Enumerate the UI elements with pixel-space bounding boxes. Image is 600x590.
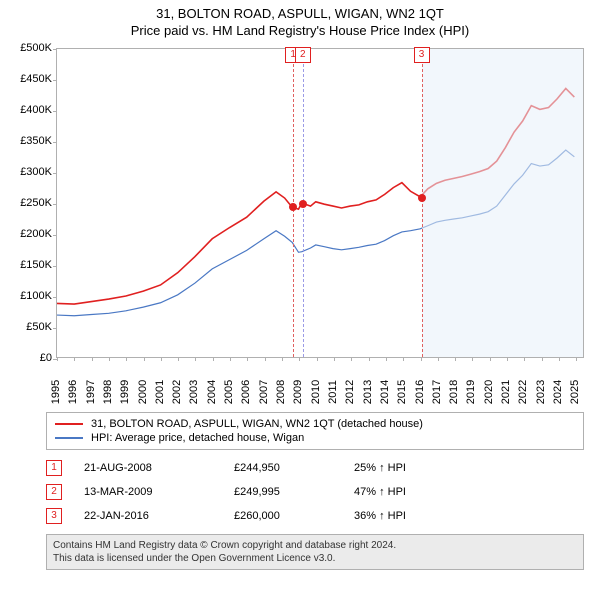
x-axis-label: 2017 <box>431 380 443 404</box>
y-axis-label: £450K <box>10 73 52 85</box>
x-axis-label: 2003 <box>188 380 200 404</box>
forecast-shade <box>422 49 583 357</box>
sale-index-box: 3 <box>46 508 62 524</box>
x-axis-label: 2022 <box>517 380 529 404</box>
x-axis-label: 1997 <box>85 380 97 404</box>
x-axis-label: 2019 <box>465 380 477 404</box>
x-axis-label: 1996 <box>67 380 79 404</box>
y-axis-label: £250K <box>10 197 52 209</box>
x-axis-label: 1995 <box>50 380 62 404</box>
x-axis-label: 2014 <box>379 380 391 404</box>
sale-date: 22-JAN-2016 <box>84 510 234 522</box>
sales-table: 1 21-AUG-2008£244,95025% ↑ HPI 2 13-MAR-200… <box>46 456 584 528</box>
x-axis-label: 2024 <box>552 380 564 404</box>
y-axis-label: £350K <box>10 135 52 147</box>
legend: 31, BOLTON ROAD, ASPULL, WIGAN, WN2 1QT … <box>46 412 584 450</box>
x-axis-label: 2013 <box>362 380 374 404</box>
x-axis-label: 2004 <box>206 380 218 404</box>
x-axis-label: 2002 <box>171 380 183 404</box>
plot-area: 123 <box>56 48 584 358</box>
footer-attribution: Contains HM Land Registry data © Crown c… <box>46 534 584 570</box>
y-axis-label: £50K <box>10 321 52 333</box>
sale-dot <box>418 194 426 202</box>
x-axis-label: 1998 <box>102 380 114 404</box>
x-axis-label: 2009 <box>292 380 304 404</box>
chart-container: 31, BOLTON ROAD, ASPULL, WIGAN, WN2 1QT … <box>0 0 600 570</box>
x-axis-label: 2020 <box>483 380 495 404</box>
sale-marker-box: 2 <box>295 47 311 63</box>
chart-title: 31, BOLTON ROAD, ASPULL, WIGAN, WN2 1QT <box>0 0 600 21</box>
y-axis-label: £400K <box>10 104 52 116</box>
y-axis-label: £300K <box>10 166 52 178</box>
legend-swatch <box>55 437 83 439</box>
x-axis-label: 2012 <box>344 380 356 404</box>
x-axis-label: 2006 <box>240 380 252 404</box>
x-axis-label: 2008 <box>275 380 287 404</box>
x-axis-label: 2000 <box>137 380 149 404</box>
footer-line-1: Contains HM Land Registry data © Crown c… <box>53 539 577 552</box>
x-axis-label: 2016 <box>414 380 426 404</box>
chart-block: 123 £0£50K£100K£150K£200K£250K£300K£350K… <box>10 44 590 404</box>
sale-delta-vs-hpi: 25% ↑ HPI <box>354 462 406 474</box>
sale-dot <box>299 200 307 208</box>
x-axis-label: 2011 <box>327 380 339 404</box>
sale-marker-box: 3 <box>414 47 430 63</box>
sale-dot <box>289 203 297 211</box>
sale-row: 2 13-MAR-2009£249,99547% ↑ HPI <box>46 480 584 504</box>
x-axis-label: 2005 <box>223 380 235 404</box>
sale-date: 21-AUG-2008 <box>84 462 234 474</box>
x-axis-label: 2025 <box>569 380 581 404</box>
y-axis-label: £0 <box>10 352 52 364</box>
legend-swatch <box>55 423 83 425</box>
sale-price: £244,950 <box>234 462 354 474</box>
sale-marker-line <box>422 49 423 357</box>
chart-subtitle: Price paid vs. HM Land Registry's House … <box>0 21 600 44</box>
legend-label: 31, BOLTON ROAD, ASPULL, WIGAN, WN2 1QT … <box>91 418 423 430</box>
sale-index-box: 1 <box>46 460 62 476</box>
footer-line-2: This data is licensed under the Open Gov… <box>53 552 577 565</box>
y-axis-label: £200K <box>10 228 52 240</box>
y-axis-label: £150K <box>10 259 52 271</box>
sale-delta-vs-hpi: 47% ↑ HPI <box>354 486 406 498</box>
sale-index-box: 2 <box>46 484 62 500</box>
y-axis-label: £100K <box>10 290 52 302</box>
sale-delta-vs-hpi: 36% ↑ HPI <box>354 510 406 522</box>
x-axis-label: 2018 <box>448 380 460 404</box>
legend-row: HPI: Average price, detached house, Wiga… <box>55 431 575 445</box>
x-axis-label: 2010 <box>310 380 322 404</box>
sale-row: 1 21-AUG-2008£244,95025% ↑ HPI <box>46 456 584 480</box>
x-axis-label: 2015 <box>396 380 408 404</box>
x-axis-label: 2007 <box>258 380 270 404</box>
x-axis-label: 2023 <box>535 380 547 404</box>
x-axis-label: 2021 <box>500 380 512 404</box>
x-axis-label: 2001 <box>154 380 166 404</box>
sale-price: £260,000 <box>234 510 354 522</box>
sale-row: 3 22-JAN-2016£260,00036% ↑ HPI <box>46 504 584 528</box>
legend-row: 31, BOLTON ROAD, ASPULL, WIGAN, WN2 1QT … <box>55 417 575 431</box>
y-axis-label: £500K <box>10 42 52 54</box>
sale-price: £249,995 <box>234 486 354 498</box>
legend-label: HPI: Average price, detached house, Wiga… <box>91 432 304 444</box>
sale-date: 13-MAR-2009 <box>84 486 234 498</box>
x-axis-label: 1999 <box>119 380 131 404</box>
